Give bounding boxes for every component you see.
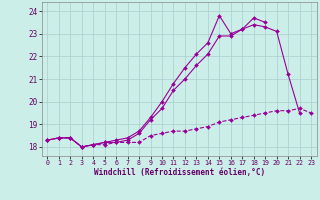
X-axis label: Windchill (Refroidissement éolien,°C): Windchill (Refroidissement éolien,°C)	[94, 168, 265, 177]
